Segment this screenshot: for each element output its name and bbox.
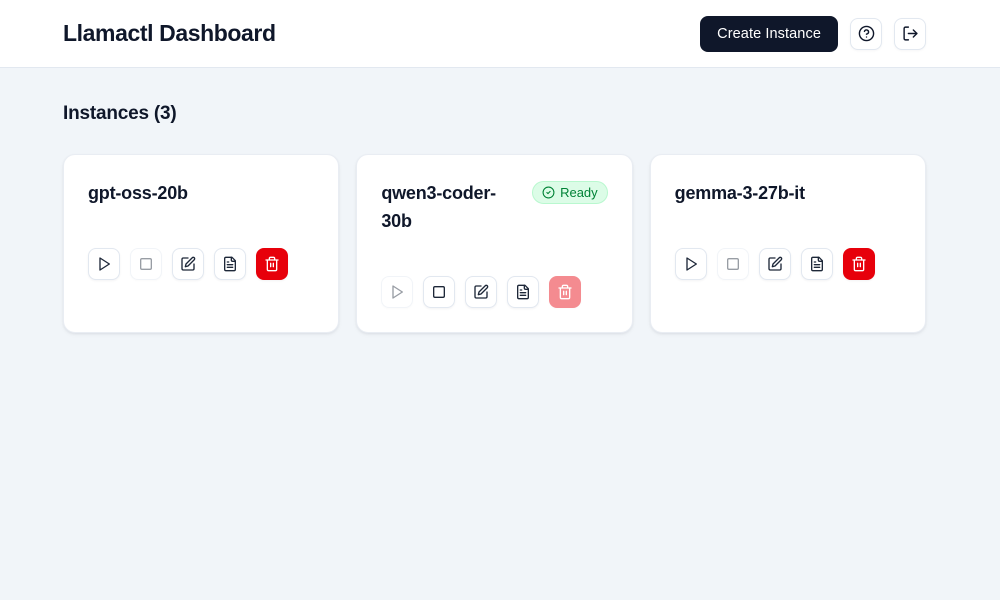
card-actions — [674, 248, 901, 280]
instance-card: gpt-oss-20b — [63, 154, 340, 333]
file-text-icon — [517, 284, 530, 300]
edit-instance-button[interactable] — [758, 248, 791, 280]
instances-grid: gpt-oss-20b — [63, 154, 926, 333]
delete-instance-button[interactable] — [256, 248, 288, 280]
logout-button[interactable] — [894, 17, 926, 50]
view-logs-button[interactable] — [214, 248, 246, 280]
square-stop-icon — [433, 286, 446, 298]
play-icon — [99, 257, 110, 271]
instances-heading: Instances (3) — [63, 103, 177, 124]
square-stop-icon — [726, 258, 739, 270]
app-header: Llamactl Dashboard Create Instance — [0, 0, 1000, 68]
card-header: gemma-3-27b-it — [675, 179, 901, 207]
trash-icon — [558, 284, 572, 300]
start-instance-button[interactable] — [88, 248, 120, 280]
instance-card: gemma-3-27b-it — [649, 154, 926, 333]
view-logs-button[interactable] — [507, 276, 540, 308]
main-content: Instances (3) gpt-oss-20b — [0, 68, 1000, 333]
circle-check-icon — [542, 186, 555, 199]
card-actions — [381, 276, 607, 308]
edit-instance-button[interactable] — [172, 248, 204, 280]
start-instance-button[interactable] — [381, 276, 414, 308]
status-badge-label: Ready — [560, 185, 598, 200]
trash-icon — [265, 256, 279, 272]
stop-instance-button[interactable] — [716, 248, 749, 280]
view-logs-button[interactable] — [800, 248, 833, 280]
card-actions — [88, 248, 314, 280]
file-text-icon — [224, 256, 236, 272]
delete-instance-button[interactable] — [842, 248, 875, 280]
start-instance-button[interactable] — [674, 248, 707, 280]
create-instance-button[interactable]: Create Instance — [700, 15, 838, 52]
instance-name: qwen3-coder-30b — [381, 183, 496, 231]
square-pen-icon — [767, 256, 782, 271]
card-header: qwen3-coder-30b Ready — [381, 179, 608, 235]
instance-name: gpt-oss-20b — [88, 183, 188, 203]
log-out-icon — [902, 26, 918, 41]
square-pen-icon — [181, 256, 196, 271]
help-button[interactable] — [850, 17, 882, 50]
play-icon — [392, 285, 404, 299]
square-stop-icon — [140, 258, 152, 270]
circle-help-icon — [858, 25, 874, 42]
delete-instance-button[interactable] — [549, 276, 582, 308]
status-badge: Ready — [532, 181, 608, 204]
edit-instance-button[interactable] — [465, 276, 498, 308]
header-actions: Create Instance — [700, 15, 926, 52]
stop-instance-button[interactable] — [130, 248, 162, 280]
play-icon — [685, 257, 697, 271]
instance-card: qwen3-coder-30b Ready — [356, 154, 633, 333]
stop-instance-button[interactable] — [423, 276, 456, 308]
instance-name: gemma-3-27b-it — [674, 183, 805, 203]
trash-icon — [851, 256, 866, 272]
card-header: gpt-oss-20b — [88, 179, 314, 207]
file-text-icon — [810, 256, 823, 272]
app-title: Llamactl Dashboard — [63, 20, 276, 46]
square-pen-icon — [474, 284, 489, 299]
